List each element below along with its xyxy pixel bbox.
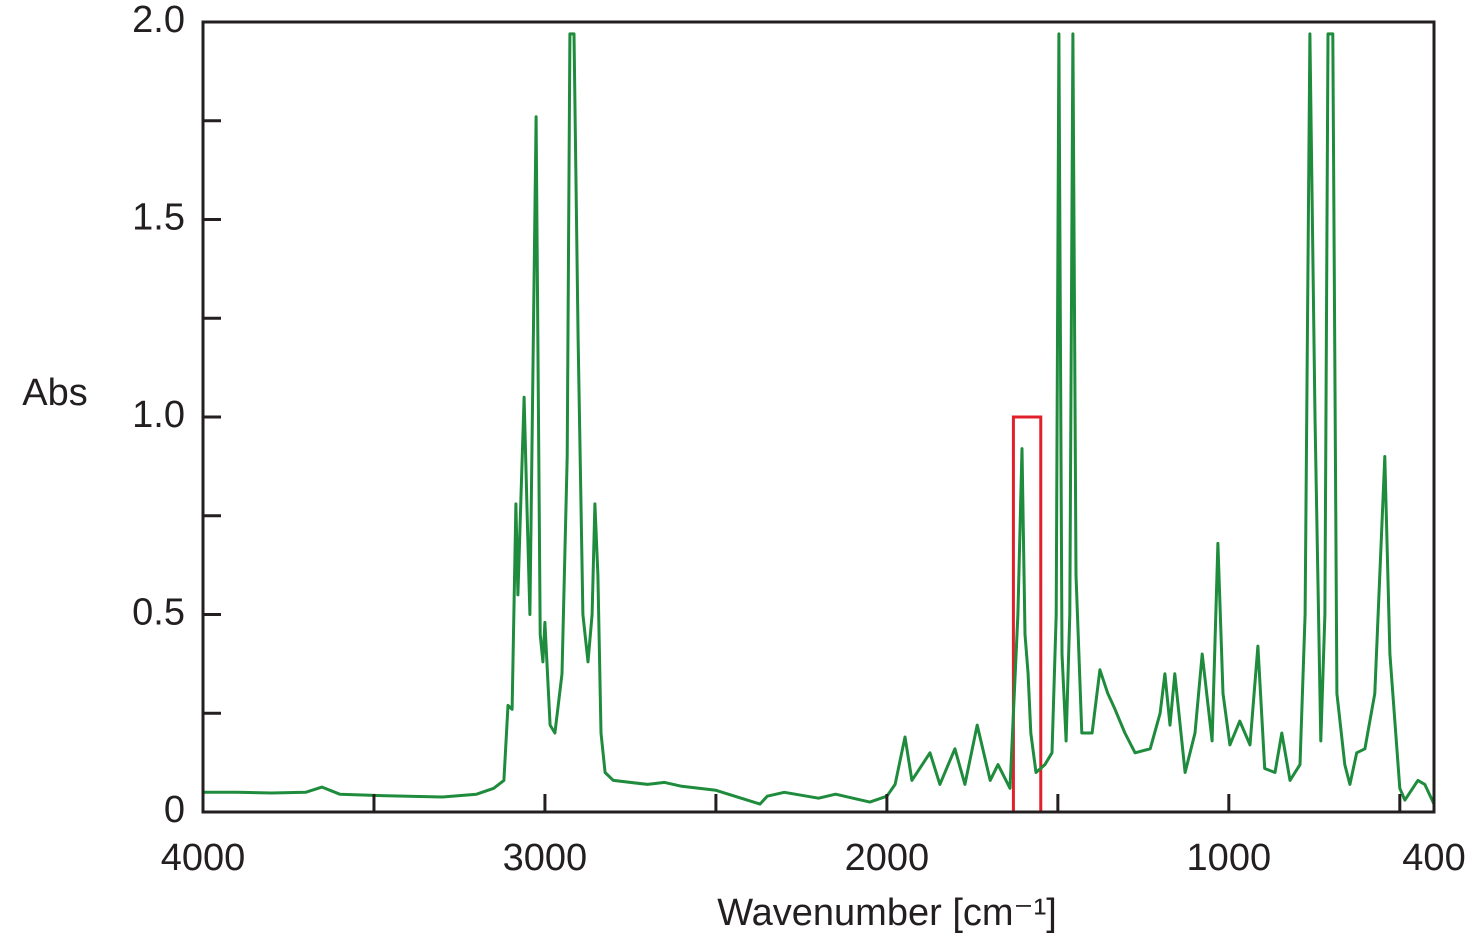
spectrum-line	[203, 32, 1436, 806]
y-tick-label: 1.5	[132, 197, 185, 239]
y-tick-label: 1.0	[132, 394, 185, 436]
x-tick-label: 1000	[1187, 837, 1272, 879]
y-tick-label: 0.5	[132, 592, 185, 634]
plot-frame	[201, 20, 1436, 814]
x-tick-label: 2000	[845, 837, 930, 879]
y-axis-label: Abs	[22, 372, 87, 414]
y-tick-label: 0	[164, 789, 185, 831]
y-tick-label: 2.0	[132, 0, 185, 41]
x-tick-label: 3000	[503, 837, 588, 879]
x-tick-label: 4000	[161, 837, 246, 879]
x-tick-label: 400	[1402, 837, 1465, 879]
x-axis-label: Wavenumber [cm⁻¹]	[717, 892, 1057, 934]
